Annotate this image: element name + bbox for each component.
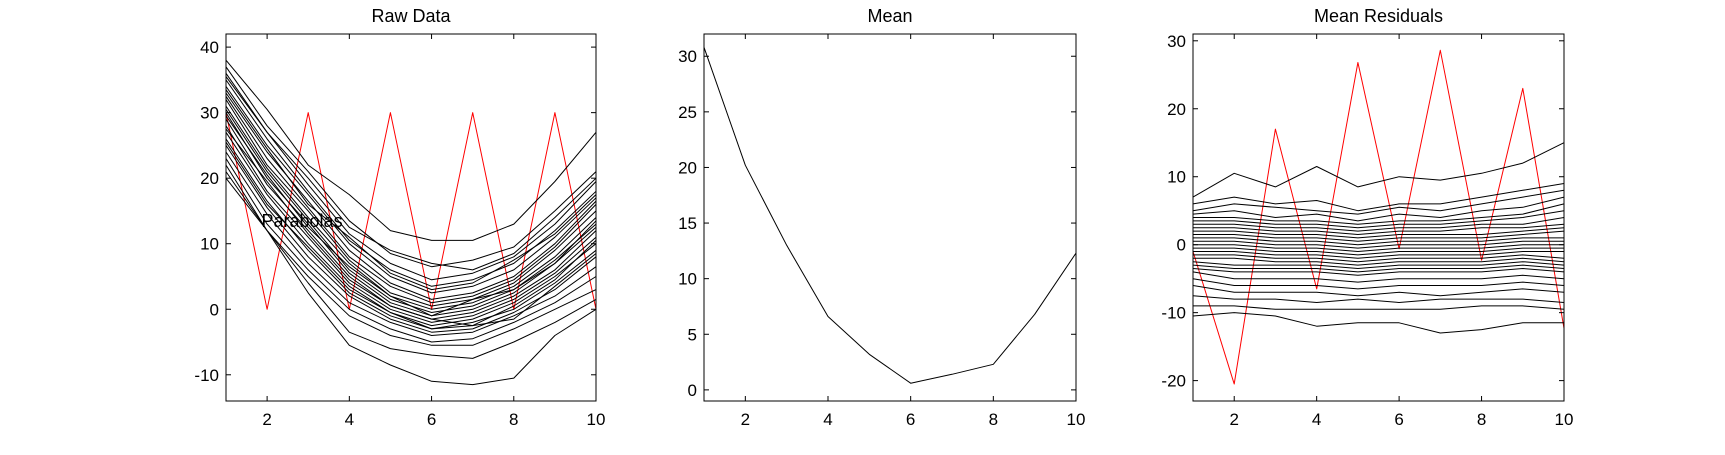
series-line-1: [225, 59, 597, 241]
y-tick-label: 30: [1167, 32, 1186, 51]
x-tick-label: 2: [741, 410, 750, 429]
series-line-13: [225, 125, 597, 323]
series-line-13: [1193, 244, 1564, 252]
y-tick-label: 0: [688, 381, 697, 400]
chart-title: Mean: [867, 6, 912, 26]
x-tick-label: 4: [823, 410, 832, 429]
axes-frame: [225, 33, 597, 402]
series-line-2: [1192, 183, 1565, 212]
y-tick-label: 30: [678, 47, 697, 66]
series-line-5: [225, 86, 597, 294]
x-tick-label: 8: [509, 410, 518, 429]
series-line-5: [1193, 203, 1565, 225]
x-tick-label: 2: [262, 410, 271, 429]
y-tick-label: 30: [200, 104, 219, 123]
series-line-20: [1192, 268, 1565, 276]
series-line-22: [1192, 278, 1565, 290]
series-line-11: [1193, 237, 1564, 246]
x-tick-label: 8: [989, 410, 998, 429]
series-line-26: [1192, 312, 1564, 334]
series-line-7: [225, 96, 597, 304]
y-tick-label: 20: [200, 169, 219, 188]
series-line-25: [225, 128, 597, 327]
y-tick-label: 40: [200, 38, 219, 57]
series-line-19: [225, 164, 597, 346]
y-tick-label: 5: [688, 325, 697, 344]
series-line-2: [225, 66, 597, 268]
panel-mean: 2 4 6 8 10 0 5 10 15 20 25 30 Mean: [678, 6, 1085, 429]
series-line-20: [225, 171, 597, 359]
series-line-9: [1193, 227, 1565, 239]
y-tick-label: 10: [1167, 168, 1186, 187]
series-line-24: [1192, 295, 1565, 303]
series-line-14: [225, 132, 597, 327]
series-line-16: [1193, 254, 1565, 263]
series-line-19: [1192, 264, 1565, 273]
series-line-26: [225, 141, 597, 330]
series-line-24: [225, 115, 597, 317]
x-tick-label: 6: [427, 410, 436, 429]
panel-raw-data: 2 4 6 8 10 -10 0 10 20 30 40 Raw Data Parabolas: [194, 6, 605, 429]
series-line-1: [1192, 142, 1565, 198]
axes-frame: [1192, 33, 1565, 402]
series-line-0: [703, 47, 1077, 384]
x-tick-label: 10: [1067, 410, 1086, 429]
x-tick-label: 6: [1394, 410, 1403, 429]
series-line-23: [225, 89, 597, 291]
y-tick-label: 0: [210, 300, 219, 319]
series-line-10: [1193, 230, 1565, 242]
y-tick-label: -20: [1161, 372, 1186, 391]
series-line-25: [1193, 305, 1565, 310]
y-tick-label: 10: [200, 235, 219, 254]
y-tick-label: -10: [1161, 304, 1186, 323]
y-tick-label: -10: [194, 366, 219, 385]
series-line-18: [225, 158, 597, 343]
chart-title: Mean Residuals: [1314, 6, 1443, 26]
series-line-14: [1193, 247, 1564, 256]
series-line-6: [1193, 210, 1565, 229]
y-tick-label: 0: [1177, 236, 1186, 255]
panel-mean-residuals: 2 4 6 8 10 -20 -10 0 10 20 30 Mean Residuals: [1161, 6, 1573, 429]
chart-title: Raw Data: [371, 6, 451, 26]
series-line-12: [1193, 240, 1564, 249]
series-line-8: [225, 99, 597, 307]
y-tick-label: 10: [678, 270, 697, 289]
series-line-16: [225, 145, 597, 333]
series-line-18: [1192, 261, 1565, 269]
x-tick-label: 10: [1555, 410, 1574, 429]
series-line-4: [1192, 196, 1565, 222]
series-line-21: [1192, 271, 1565, 283]
x-tick-label: 8: [1477, 410, 1486, 429]
x-tick-label: 4: [1312, 410, 1321, 429]
x-tick-label: 10: [587, 410, 606, 429]
series-line-3: [225, 73, 597, 281]
x-tick-label: 6: [906, 410, 915, 429]
y-tick-label: 15: [678, 214, 697, 233]
series-line-22: [225, 76, 597, 271]
y-tick-label: 25: [678, 103, 697, 122]
series-line-21: [225, 177, 597, 386]
annotation-label: Parabolas: [262, 211, 343, 231]
y-tick-label: 20: [678, 158, 697, 177]
series-line-17: [225, 151, 597, 336]
axes-frame: [703, 33, 1077, 402]
y-tick-label: 20: [1167, 100, 1186, 119]
series-line-23: [1192, 285, 1565, 297]
series-line-0: [225, 112, 597, 310]
series-line-17: [1193, 257, 1565, 266]
series-line-9: [225, 105, 597, 310]
series-line-8: [1193, 223, 1565, 235]
x-tick-label: 2: [1229, 410, 1238, 429]
series-line-7: [1193, 217, 1565, 232]
series-line-3: [1192, 189, 1565, 215]
series-line-15: [1193, 251, 1564, 259]
x-tick-label: 4: [345, 410, 354, 429]
